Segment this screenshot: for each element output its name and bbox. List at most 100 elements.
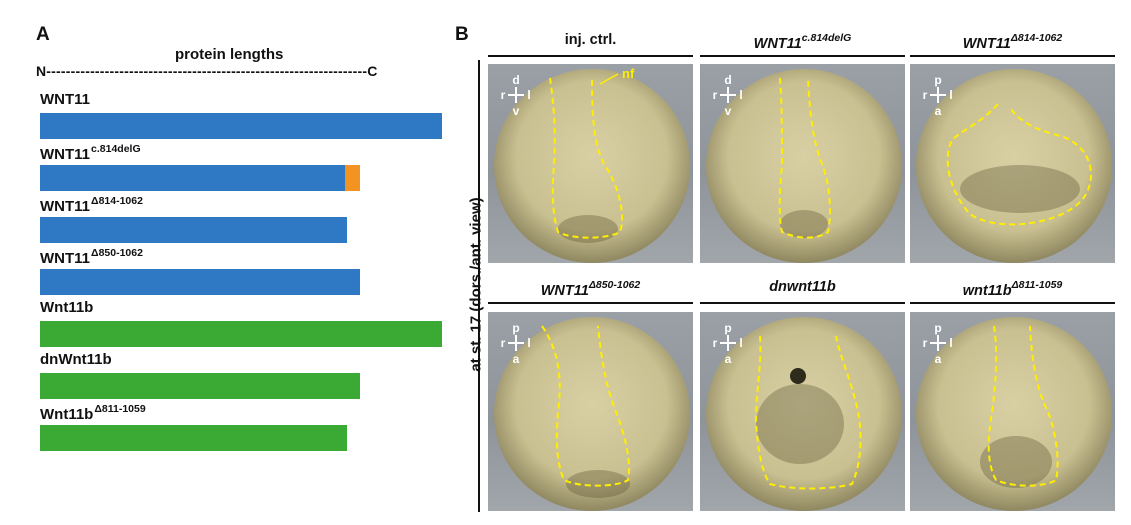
column-header: inj. ctrl. <box>488 32 693 48</box>
orientation-right: l <box>527 88 530 102</box>
orientation-bottom: v <box>725 104 732 118</box>
protein-variant: c.814delG <box>91 143 141 155</box>
protein-name: WNT11 <box>40 250 91 267</box>
pigmented-region <box>558 215 618 243</box>
protein-bar <box>40 321 442 347</box>
pigmented-region <box>960 165 1080 213</box>
column-header-name: dnwnt11b <box>769 279 836 295</box>
orientation-compass: d vr l <box>501 73 531 118</box>
column-header-name: WNT11 <box>962 36 1011 52</box>
protein-name: WNT11 <box>40 198 91 215</box>
orientation-left: r <box>923 88 928 102</box>
orientation-left: r <box>923 336 928 350</box>
column-header-name: WNT11 <box>753 36 802 52</box>
protein-label: dnWnt11b <box>40 351 112 368</box>
protein-lengths-title: protein lengths <box>175 46 284 63</box>
neural-fold-outline <box>946 103 1092 226</box>
protein-label: WNT11c.814delG <box>40 143 141 163</box>
orientation-bottom: a <box>725 352 732 366</box>
orientation-right: l <box>739 336 742 350</box>
protein-bar-coding-segment <box>40 217 347 243</box>
nf-label: nf <box>622 66 635 81</box>
protein-variant: Δ811-1059 <box>94 403 146 415</box>
column-header-name: wnt11b <box>962 283 1012 299</box>
orientation-compass: p ar l <box>501 321 531 366</box>
protein-bar-coding-segment <box>40 373 360 399</box>
column-header-rule <box>910 302 1115 304</box>
neural-fold-outline <box>541 325 631 487</box>
column-header-rule <box>700 55 905 57</box>
protein-bar-coding-segment <box>40 113 442 139</box>
protein-variant: Δ850-1062 <box>91 247 143 259</box>
protein-name: WNT11 <box>40 146 91 163</box>
protein-label: WNT11Δ814-1062 <box>40 195 143 215</box>
column-header-variant: c.814delG <box>801 32 852 44</box>
orientation-compass: p ar l <box>923 73 953 118</box>
orientation-bottom: a <box>935 104 942 118</box>
orientation-top: p <box>724 321 731 335</box>
orientation-left: r <box>713 336 718 350</box>
orientation-right: l <box>949 336 952 350</box>
orientation-compass: d vr l <box>713 73 743 118</box>
panel-b-side-rule <box>478 60 480 512</box>
protein-bar <box>40 165 360 191</box>
embryo-photo: d v r l nf <box>488 64 693 263</box>
embryo <box>706 69 902 263</box>
orientation-bottom: a <box>513 352 520 366</box>
open-neural-tube <box>790 368 806 384</box>
neural-fold-outline <box>987 325 1059 487</box>
neural-fold-outline <box>549 77 624 239</box>
protein-bar-frameshift-segment <box>345 165 360 191</box>
protein-bar-coding-segment <box>40 165 345 191</box>
orientation-compass: p ar l <box>713 321 743 366</box>
column-header: WNT11Δ814-1062 <box>910 32 1115 52</box>
column-header-rule <box>488 55 693 57</box>
column-header-variant: Δ814-1062 <box>1010 32 1063 44</box>
protein-name: Wnt11b <box>40 406 94 423</box>
protein-name: Wnt11b <box>40 299 94 316</box>
column-header: WNT11c.814delG <box>700 32 905 52</box>
protein-bar <box>40 113 442 139</box>
orientation-right: l <box>949 88 952 102</box>
embryo <box>494 69 690 263</box>
orientation-top: p <box>512 321 519 335</box>
column-header-variant: Δ811-1059 <box>1011 279 1063 291</box>
orientation-top: p <box>934 321 941 335</box>
protein-bar <box>40 217 347 243</box>
protein-label: WNT11 <box>40 91 90 108</box>
orientation-top: p <box>934 73 941 87</box>
embryo <box>916 317 1112 511</box>
column-header: wnt11bΔ811-1059 <box>910 279 1115 299</box>
protein-label: WNT11Δ850-1062 <box>40 247 143 267</box>
orientation-top: d <box>512 73 519 87</box>
orientation-left: r <box>713 88 718 102</box>
protein-bar-coding-segment <box>40 269 360 295</box>
protein-name: dnWnt11b <box>40 351 112 368</box>
pigmented-region <box>780 210 828 238</box>
column-header-name: inj. ctrl. <box>564 32 617 48</box>
column-header: WNT11Δ850-1062 <box>488 279 693 299</box>
orientation-left: r <box>501 336 506 350</box>
panel-b-letter: B <box>455 24 469 45</box>
embryo <box>706 317 902 511</box>
pigmented-region <box>756 384 844 464</box>
neural-fold-outline <box>778 77 831 239</box>
column-header-rule <box>700 302 905 304</box>
protein-bar <box>40 373 360 399</box>
orientation-compass: p ar l <box>923 321 953 366</box>
column-header-rule <box>488 302 693 304</box>
column-header-name: WNT11 <box>540 283 589 299</box>
nf-pointer <box>599 73 619 85</box>
orientation-bottom: v <box>513 104 520 118</box>
n-to-c-axis: N---------------------------------------… <box>36 63 378 79</box>
stage-view-label: at st. 17 (dors./ant. view) <box>467 197 485 372</box>
column-header: dnwnt11b <box>700 279 905 295</box>
protein-bar-coding-segment <box>40 425 347 451</box>
pigmented-region <box>980 436 1052 488</box>
panel-a-letter: A <box>36 24 50 45</box>
orientation-top: d <box>724 73 731 87</box>
